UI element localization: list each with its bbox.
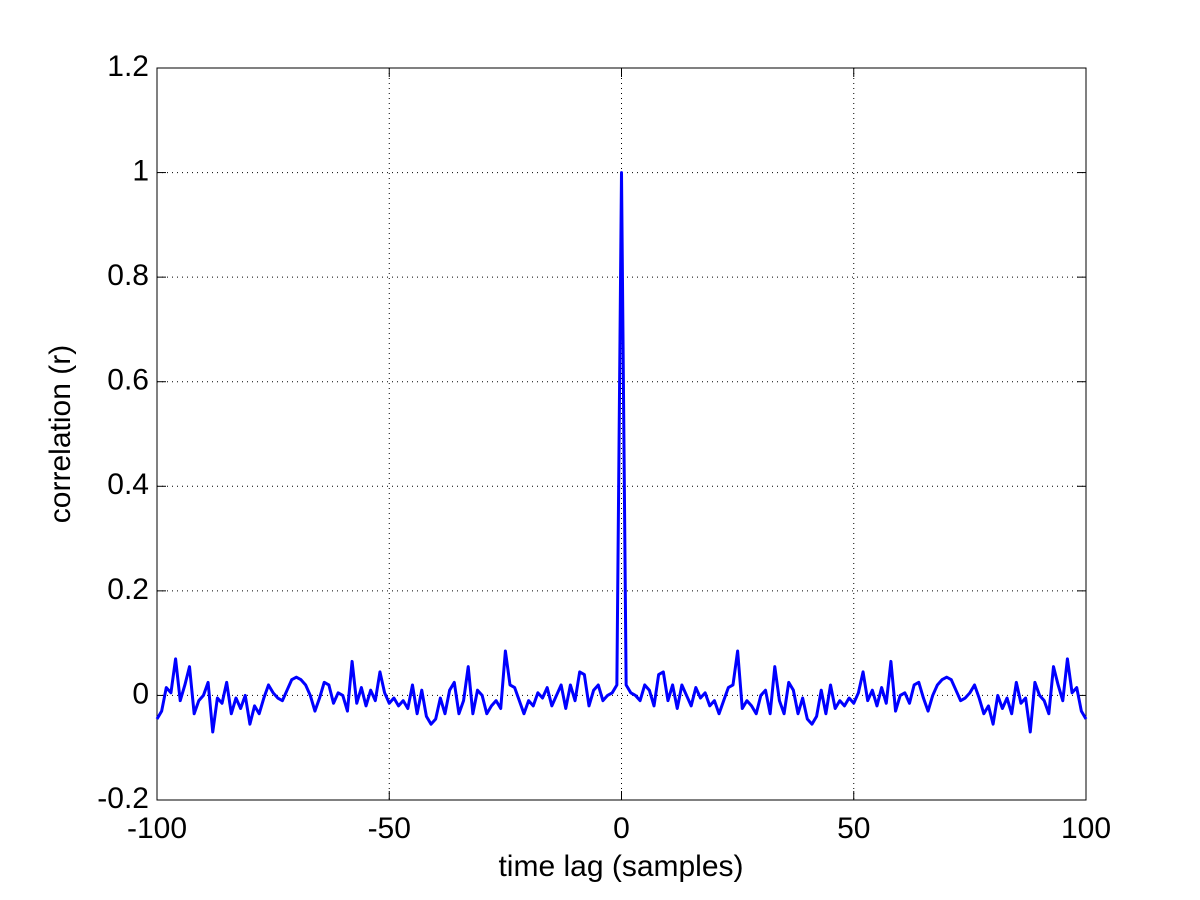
y-axis-label: correlation (r) bbox=[44, 345, 77, 523]
y-tick-label: 1.2 bbox=[107, 50, 149, 83]
y-tick-label: 0.2 bbox=[107, 573, 149, 606]
y-tick-label: 1 bbox=[132, 154, 149, 187]
x-tick-label: 0 bbox=[613, 812, 630, 845]
data-line bbox=[155, 171, 1088, 734]
x-axis-label: time lag (samples) bbox=[498, 850, 743, 883]
x-tick-label: 100 bbox=[1061, 812, 1111, 845]
plot-frame bbox=[156, 67, 1087, 801]
y-tick-label: 0 bbox=[132, 677, 149, 710]
x-tick-label: -100 bbox=[127, 812, 187, 845]
y-tick-label: 0.8 bbox=[107, 259, 149, 292]
x-tick-label: 50 bbox=[837, 812, 870, 845]
x-tick-label: -50 bbox=[368, 812, 411, 845]
y-tick-label: -0.2 bbox=[97, 782, 149, 815]
y-tick-label: 0.4 bbox=[107, 468, 149, 501]
y-tick-label: 0.6 bbox=[107, 364, 149, 397]
